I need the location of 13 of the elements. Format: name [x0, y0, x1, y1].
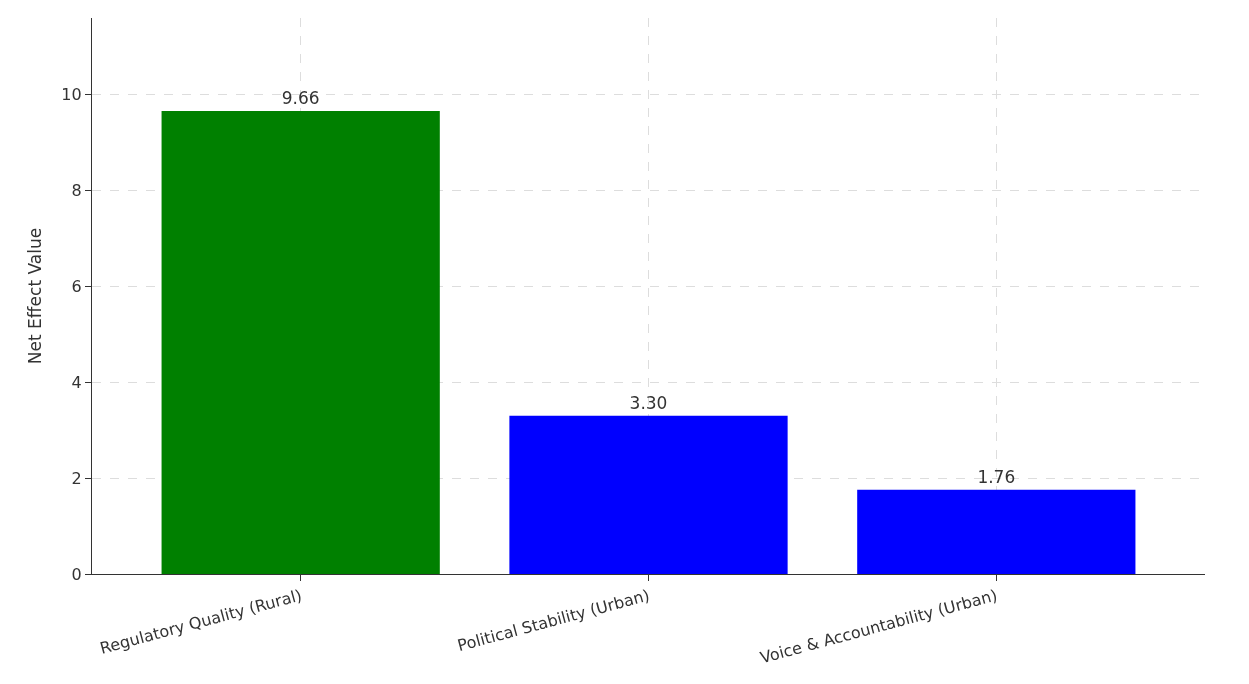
- data-label: 3.30: [629, 392, 668, 413]
- y-tick-label: 8: [71, 181, 82, 201]
- y-tick-label: 10: [61, 85, 82, 105]
- bar: [857, 489, 1136, 574]
- y-tick-label: 0: [71, 564, 82, 584]
- y-tick-label: 6: [71, 277, 82, 297]
- data-label: 9.66: [281, 87, 320, 108]
- bar: [509, 415, 788, 574]
- data-label: 1.76: [977, 466, 1016, 487]
- bar: [161, 110, 440, 574]
- y-tick-label: 4: [71, 372, 82, 392]
- y-axis-title: Net Effect Value: [24, 227, 45, 365]
- y-tick-label: 2: [71, 468, 82, 488]
